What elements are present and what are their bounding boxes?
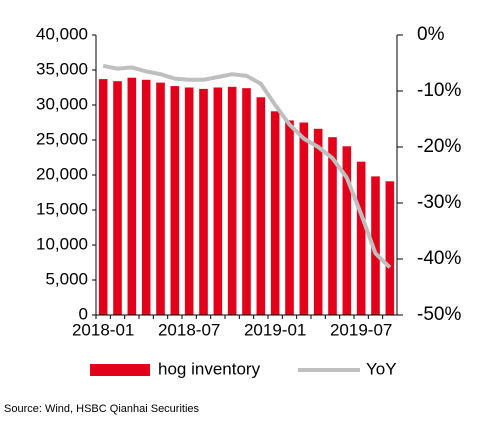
- legend-label: YoY: [366, 359, 397, 378]
- y-tick-label: 20,000: [36, 164, 88, 183]
- bar: [184, 87, 194, 315]
- legend-label: hog inventory: [158, 359, 261, 378]
- legend-swatch: [90, 364, 150, 376]
- bar: [270, 111, 280, 315]
- bar: [313, 128, 323, 315]
- y-tick-label: 0: [79, 304, 88, 323]
- bar: [299, 122, 309, 315]
- bar: [227, 86, 237, 315]
- bar: [213, 87, 223, 315]
- bar: [199, 88, 208, 316]
- y2-tick-label: -50%: [417, 304, 461, 325]
- bar: [98, 79, 108, 315]
- x-tick-label: 2018-01: [72, 320, 134, 339]
- bar: [328, 137, 337, 315]
- y2-tick-label: -40%: [417, 248, 461, 269]
- bar: [356, 161, 366, 315]
- y-tick-label: 15,000: [36, 199, 88, 218]
- bar: [113, 81, 122, 315]
- y-tick-label: 30,000: [36, 94, 88, 113]
- y2-tick-label: -10%: [417, 80, 461, 101]
- x-tick-label: 2019-07: [330, 320, 392, 339]
- bar: [127, 77, 137, 315]
- bar: [141, 79, 151, 315]
- y2-tick-label: -20%: [417, 136, 461, 157]
- bar: [256, 97, 266, 315]
- source: Source: Wind, HSBC Qianhai Securities: [4, 403, 200, 415]
- y-tick-label: 35,000: [36, 59, 88, 78]
- y-tick-label: 5,000: [45, 269, 88, 288]
- x-tick-label: 2018-07: [158, 320, 220, 339]
- y-tick-label: 40,000: [36, 24, 88, 43]
- line: [102, 63, 392, 269]
- bar: [371, 176, 380, 315]
- bar: [156, 82, 165, 315]
- bar: [285, 120, 294, 316]
- bar: [242, 88, 251, 315]
- bar: [385, 181, 395, 315]
- y2-tick-label: 0%: [417, 24, 445, 45]
- y-tick-label: 10,000: [36, 234, 88, 253]
- y-tick-label: 25,000: [36, 129, 88, 148]
- bar: [342, 146, 352, 315]
- bar: [170, 86, 180, 315]
- x-tick-label: 2019-01: [244, 320, 306, 339]
- y2-tick-label: -30%: [417, 192, 461, 213]
